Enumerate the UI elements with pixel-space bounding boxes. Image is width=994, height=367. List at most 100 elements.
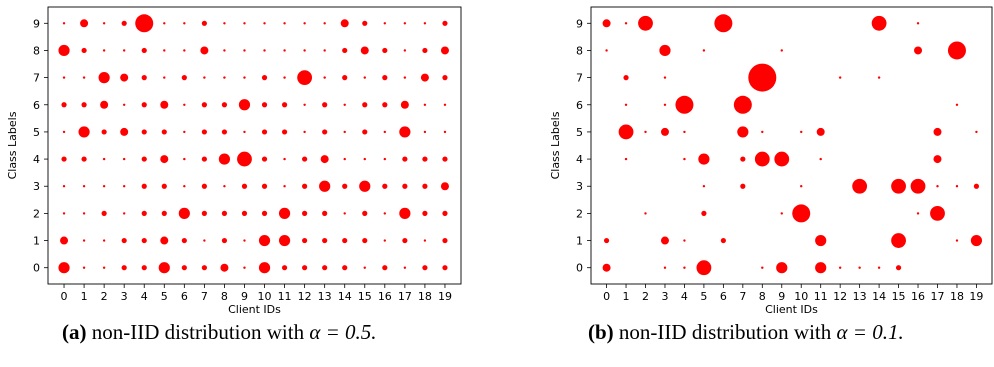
- data-point: [754, 151, 770, 167]
- data-point: [933, 155, 942, 164]
- data-point: [141, 183, 147, 189]
- data-point: [382, 47, 388, 54]
- data-point: [683, 130, 686, 134]
- data-point: [420, 73, 429, 82]
- data-point: [61, 156, 67, 162]
- data-point: [403, 22, 407, 25]
- data-point: [362, 102, 368, 108]
- data-point: [442, 75, 448, 81]
- data-point: [714, 14, 733, 33]
- data-point: [283, 22, 286, 25]
- data-point: [122, 103, 126, 106]
- data-point: [659, 44, 671, 57]
- data-point: [663, 103, 667, 106]
- data-point: [602, 263, 611, 272]
- x-tick-label: 15: [358, 290, 372, 303]
- data-point: [800, 185, 803, 188]
- data-point: [838, 266, 842, 269]
- data-point: [281, 102, 288, 108]
- data-point: [243, 22, 246, 25]
- data-point: [181, 265, 187, 271]
- data-point: [323, 76, 326, 79]
- data-point: [322, 265, 328, 271]
- data-point: [442, 237, 448, 244]
- data-point: [281, 265, 288, 271]
- data-point: [702, 49, 706, 52]
- data-point: [955, 239, 959, 242]
- data-point: [776, 262, 788, 274]
- data-point: [871, 15, 887, 31]
- y-tick-label: 2: [33, 207, 40, 220]
- data-point: [819, 157, 822, 161]
- x-tick-label: 9: [241, 290, 248, 303]
- data-point: [740, 156, 746, 162]
- data-point: [603, 237, 610, 244]
- data-point: [258, 262, 271, 274]
- data-point: [141, 75, 147, 81]
- data-point: [261, 156, 268, 162]
- y-tick-label: 0: [33, 262, 40, 275]
- data-point: [624, 157, 628, 161]
- y-tick-label: 6: [33, 99, 40, 112]
- data-point: [201, 156, 207, 162]
- y-tick-label: 9: [576, 17, 583, 30]
- x-tick-label: 18: [950, 290, 964, 303]
- data-point: [761, 130, 764, 134]
- data-point: [102, 22, 106, 25]
- data-point: [61, 102, 67, 108]
- data-point: [201, 20, 207, 26]
- data-point: [261, 210, 268, 216]
- caption-a-tag: (a): [62, 320, 87, 344]
- data-point: [362, 237, 368, 244]
- data-point: [362, 210, 368, 216]
- data-point: [243, 76, 246, 79]
- data-point: [363, 157, 366, 161]
- data-point: [82, 185, 86, 188]
- data-point: [201, 102, 207, 108]
- y-tick-label: 3: [576, 180, 583, 193]
- data-point: [261, 129, 268, 135]
- data-point: [82, 76, 86, 79]
- data-point: [400, 100, 409, 109]
- data-point: [624, 22, 628, 25]
- data-point: [340, 19, 349, 28]
- data-point: [297, 70, 313, 86]
- data-point: [243, 239, 246, 242]
- x-tick-label: 17: [398, 290, 412, 303]
- data-point: [891, 233, 906, 248]
- y-tick-label: 4: [33, 153, 40, 166]
- data-point: [102, 266, 106, 269]
- y-tick-label: 1: [576, 235, 583, 248]
- data-point: [660, 236, 669, 245]
- data-point: [178, 207, 190, 219]
- data-point: [203, 76, 206, 79]
- data-point: [62, 130, 66, 134]
- data-point: [383, 239, 387, 242]
- data-point: [701, 210, 707, 216]
- x-tick-label: 16: [911, 290, 925, 303]
- x-axis-label: Client IDs: [228, 303, 281, 316]
- data-point: [623, 75, 629, 81]
- data-point: [737, 126, 749, 138]
- x-tick-label: 4: [141, 290, 148, 303]
- data-point: [102, 239, 106, 242]
- data-point: [223, 76, 226, 79]
- data-point: [58, 262, 70, 274]
- data-point: [101, 129, 107, 135]
- data-point: [122, 49, 126, 52]
- data-point: [780, 212, 783, 215]
- data-point: [283, 185, 286, 188]
- data-point: [302, 210, 308, 216]
- data-point: [161, 129, 167, 135]
- data-point: [302, 156, 308, 162]
- data-point: [303, 49, 306, 52]
- data-point: [955, 185, 959, 188]
- data-point: [422, 183, 428, 189]
- data-point: [221, 210, 228, 216]
- data-point: [161, 210, 167, 216]
- data-point: [605, 49, 608, 52]
- data-point: [303, 103, 306, 106]
- data-point: [774, 151, 790, 167]
- data-point: [121, 237, 127, 244]
- data-point: [158, 262, 170, 274]
